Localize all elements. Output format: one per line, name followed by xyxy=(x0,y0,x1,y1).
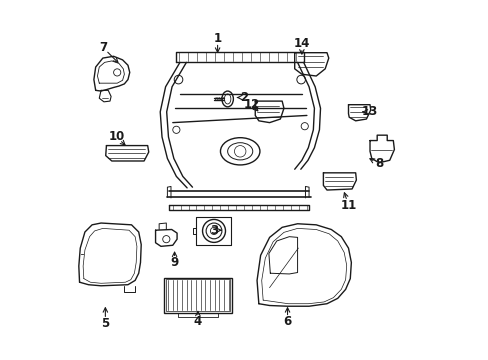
Text: 2: 2 xyxy=(240,91,248,104)
Text: 13: 13 xyxy=(361,105,377,118)
Bar xyxy=(165,279,230,311)
Text: 8: 8 xyxy=(374,157,382,170)
Text: 11: 11 xyxy=(340,199,356,212)
Text: 6: 6 xyxy=(283,315,291,328)
Text: 7: 7 xyxy=(99,41,107,54)
Bar xyxy=(163,278,231,313)
Text: 5: 5 xyxy=(101,317,109,330)
Text: 4: 4 xyxy=(193,315,202,328)
Text: 14: 14 xyxy=(293,37,309,50)
Text: 12: 12 xyxy=(243,98,259,111)
Text: 3: 3 xyxy=(209,224,218,237)
Text: 1: 1 xyxy=(213,32,221,45)
Text: 9: 9 xyxy=(170,256,178,269)
Text: 10: 10 xyxy=(108,130,124,144)
